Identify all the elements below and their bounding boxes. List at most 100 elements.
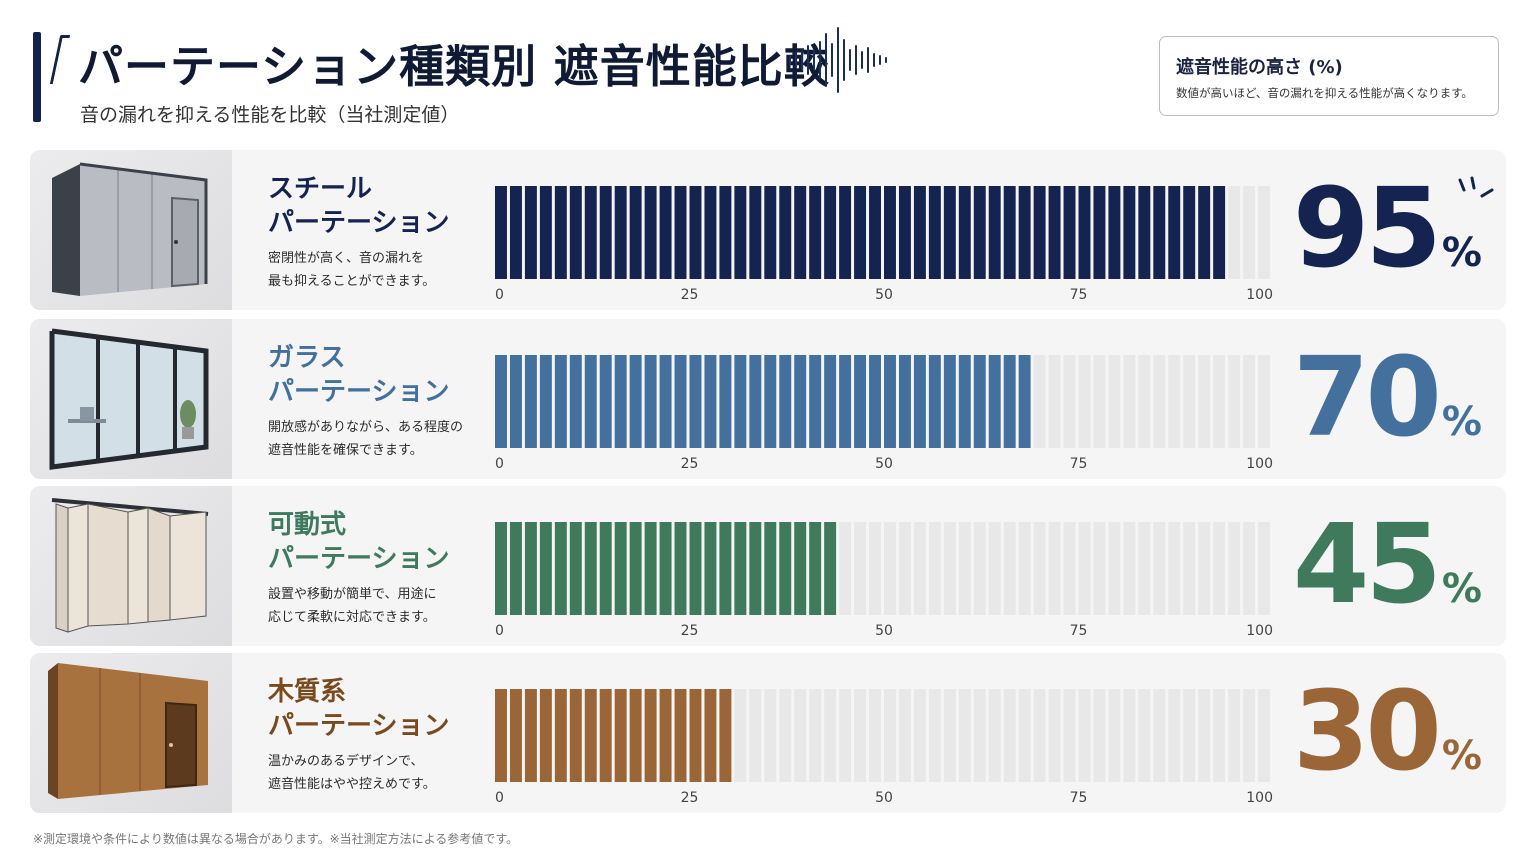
bar-segment-filled: [1138, 186, 1151, 279]
bar-segment-empty: [943, 689, 956, 782]
bar-segment-empty: [1078, 689, 1091, 782]
bar-segment-filled: [1078, 186, 1091, 279]
bar-segment-empty: [928, 689, 941, 782]
bar-segment-empty: [1243, 689, 1256, 782]
bar-segment-filled: [704, 689, 717, 782]
bar-segment-filled: [539, 522, 552, 615]
bar-segment-filled: [509, 355, 522, 448]
bar-segment-empty: [973, 689, 986, 782]
partition-row-glass: ガラス パーテーション 開放感がありながら、ある程度の 遮音性能を確保できます。…: [30, 319, 1506, 479]
percentage-number: 45: [1292, 500, 1442, 628]
x-tick-label: 0: [495, 287, 504, 303]
bar-segment-empty: [869, 689, 881, 782]
bar-segment-empty: [1228, 355, 1241, 448]
partition-description-line2: 最も抑えることができます。: [268, 274, 436, 289]
bar-segment-filled: [554, 186, 567, 279]
glass-partition-icon: [30, 319, 232, 479]
bar-segment-filled: [704, 186, 717, 279]
bar-segment-filled: [1018, 186, 1031, 279]
bar-segment-empty: [1048, 355, 1061, 448]
bar-segment-filled: [599, 522, 612, 615]
bar-segment-filled: [629, 522, 642, 615]
bar-segment-empty: [1138, 522, 1151, 615]
bar-segment-filled: [659, 689, 672, 782]
bar-segment-empty: [824, 689, 837, 782]
bar-segment-filled: [509, 522, 522, 615]
percent-sign: %: [1441, 399, 1482, 445]
bar-segment-filled: [614, 186, 627, 279]
percentage-value: 45%: [1293, 504, 1482, 624]
bar-segment-filled: [674, 355, 687, 448]
partition-name-line2: パーテーション: [268, 711, 450, 741]
bar-segment-filled: [958, 355, 971, 448]
bar-segment-filled: [614, 355, 627, 448]
x-tick-label: 75: [1070, 456, 1088, 472]
bar-segment-filled: [584, 355, 597, 448]
partition-name-line1: 可動式: [268, 510, 347, 540]
bar-segment-filled: [569, 522, 582, 615]
bar-segment-empty: [1063, 355, 1076, 448]
bar-segment-empty: [1228, 522, 1241, 615]
title-accent: [49, 35, 71, 84]
bar-segment-filled: [629, 689, 642, 782]
bar-chart: 0 25 50 75 100: [495, 186, 1273, 303]
bar-segment-filled: [884, 355, 896, 448]
partition-description: 設置や移動が簡単で、用途に 応じて柔軟に対応できます。: [268, 583, 436, 629]
bar-segment-filled: [824, 355, 837, 448]
bar-segment-filled: [809, 355, 822, 448]
bar-segment-filled: [674, 522, 687, 615]
bar-segment-filled: [554, 355, 567, 448]
partition-description: 開放感がありながら、ある程度の 遮音性能を確保できます。: [268, 416, 463, 462]
bar-segment-filled: [988, 186, 1001, 279]
footnote: ※測定環境や条件により数値は異なる場合があります。※当社測定方法による参考値です…: [33, 832, 519, 846]
bar-segment-empty: [898, 522, 911, 615]
bar-segment-filled: [973, 186, 986, 279]
bar-segment-empty: [1258, 186, 1270, 279]
bar-segment-empty: [1078, 522, 1091, 615]
bar-segment-empty: [928, 522, 941, 615]
bar-segment-filled: [524, 522, 537, 615]
bar-segment-filled: [629, 355, 642, 448]
bar-segment-empty: [869, 522, 881, 615]
x-tick-label: 50: [875, 623, 893, 639]
bar-segment-filled: [584, 689, 597, 782]
bar-segment-filled: [809, 186, 822, 279]
bar-segment-empty: [1078, 355, 1091, 448]
bar-segment-empty: [1123, 522, 1136, 615]
bar-segment-filled: [524, 355, 537, 448]
bar-segment-filled: [539, 689, 552, 782]
bar-segment-empty: [734, 689, 747, 782]
bar-segment-empty: [1168, 689, 1181, 782]
partition-row-steel: スチール パーテーション 密閉性が高く、音の漏れを 最も抑えることができます。 …: [30, 150, 1506, 310]
bar-segment-empty: [1033, 355, 1046, 448]
x-tick-label: 100: [1246, 456, 1273, 472]
x-tick-label: 75: [1070, 790, 1088, 806]
page-title: パーテーション種類別 遮音性能比較: [78, 40, 830, 93]
bar-segment-filled: [1063, 186, 1076, 279]
bar-segment-filled: [794, 355, 807, 448]
bar-segment-empty: [839, 522, 852, 615]
title-bar: [33, 32, 41, 122]
bar-segment-empty: [973, 522, 986, 615]
bar-segment-empty: [884, 689, 896, 782]
bar-segment-empty: [839, 689, 852, 782]
bar-segment-empty: [988, 689, 1001, 782]
bar-segment-filled: [884, 186, 896, 279]
bar-segment-filled: [764, 522, 777, 615]
x-tick-label: 100: [1246, 623, 1273, 639]
bar-segment-filled: [734, 355, 747, 448]
bar-segment-filled: [973, 355, 986, 448]
partition-description-line2: 応じて柔軟に対応できます。: [268, 610, 436, 625]
bar-segment-filled: [1018, 355, 1031, 448]
x-tick-label: 25: [681, 790, 699, 806]
partition-name: ガラス パーテーション: [268, 341, 449, 409]
wood-partition-icon: [30, 653, 232, 813]
bar-segment-filled: [824, 522, 837, 615]
x-tick-label: 75: [1070, 623, 1088, 639]
x-tick-label: 0: [495, 790, 504, 806]
partition-name-line1: 木質系: [268, 677, 347, 707]
bar-segment-empty: [1108, 522, 1121, 615]
bar-segment-filled: [584, 522, 597, 615]
bar-segment-empty: [1048, 689, 1061, 782]
partition-name-line2: パーテーション: [268, 377, 450, 407]
